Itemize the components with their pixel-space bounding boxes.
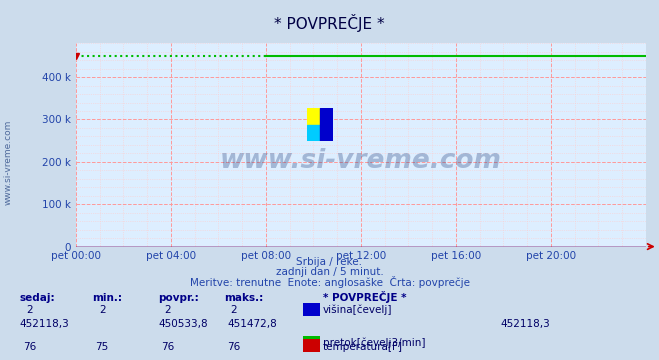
Text: 2: 2 <box>231 305 237 315</box>
Text: 450533,8: 450533,8 <box>158 319 208 329</box>
Text: www.si-vreme.com: www.si-vreme.com <box>3 119 13 205</box>
Text: maks.:: maks.: <box>224 293 264 303</box>
Text: temperatura[F]: temperatura[F] <box>323 342 403 352</box>
Text: 75: 75 <box>96 342 109 352</box>
Text: 2: 2 <box>99 305 105 315</box>
Bar <box>306 108 320 125</box>
Text: * POVPREČJE *: * POVPREČJE * <box>274 14 385 32</box>
Text: 452118,3: 452118,3 <box>20 319 69 329</box>
Text: 2: 2 <box>165 305 171 315</box>
Text: www.si-vreme.com: www.si-vreme.com <box>220 148 501 174</box>
Text: 76: 76 <box>227 342 241 352</box>
Text: pretok[čevelj3/min]: pretok[čevelj3/min] <box>323 338 426 348</box>
Text: zadnji dan / 5 minut.: zadnji dan / 5 minut. <box>275 267 384 278</box>
Text: Srbija / reke.: Srbija / reke. <box>297 257 362 267</box>
Text: 76: 76 <box>23 342 36 352</box>
Text: min.:: min.: <box>92 293 123 303</box>
Text: sedaj:: sedaj: <box>20 293 55 303</box>
Text: povpr.:: povpr.: <box>158 293 199 303</box>
Text: 76: 76 <box>161 342 175 352</box>
Text: višina[čevelj]: višina[čevelj] <box>323 305 392 315</box>
Bar <box>306 125 320 141</box>
Text: 452118,3: 452118,3 <box>501 319 550 329</box>
Text: 451472,8: 451472,8 <box>227 319 277 329</box>
Text: 2: 2 <box>26 305 33 315</box>
Text: * POVPREČJE *: * POVPREČJE * <box>323 291 407 303</box>
Bar <box>320 108 333 141</box>
Text: Meritve: trenutne  Enote: anglosaške  Črta: povprečje: Meritve: trenutne Enote: anglosaške Črta… <box>190 276 469 288</box>
